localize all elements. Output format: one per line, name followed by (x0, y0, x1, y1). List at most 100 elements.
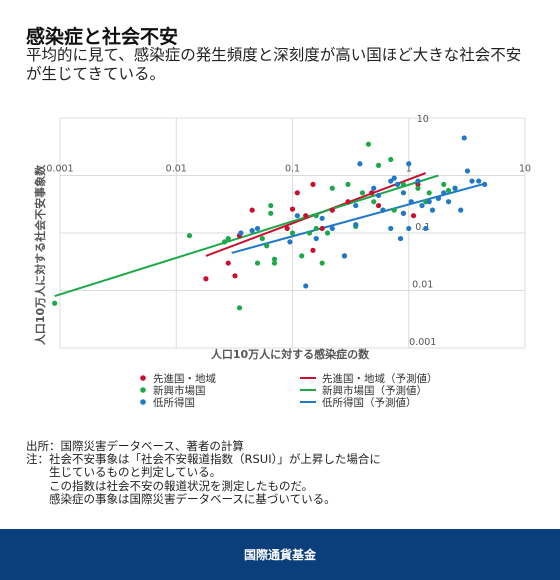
data-point-series-1 (329, 185, 335, 191)
data-point-series-0 (410, 213, 417, 219)
source-note: 出所：国際災害データベース、著者の計算 (26, 439, 244, 453)
data-point-series-1 (391, 207, 397, 213)
legend-marker-1 (140, 387, 146, 393)
data-point-series-2 (341, 253, 348, 259)
data-point-series-1 (268, 202, 274, 209)
data-point-series-1 (221, 239, 228, 245)
data-point-series-2 (353, 202, 359, 209)
data-point-series-2 (406, 225, 412, 232)
data-point-series-0 (225, 260, 231, 266)
data-point-series-2 (375, 192, 382, 199)
legend-trend-label-2: 低所得国（予測値） (322, 396, 417, 409)
data-point-series-1 (313, 213, 319, 219)
footer-bar: 国際通貨基金 (0, 529, 560, 580)
legend-marker-0 (140, 375, 146, 381)
data-point-series-0 (310, 247, 316, 253)
legend-trend-label-1: 新興市場国（予測値） (322, 384, 427, 397)
data-point-series-1 (441, 181, 447, 188)
data-point-series-1 (400, 181, 407, 188)
data-point-series-1 (365, 141, 372, 147)
tick-labels: 0.001 0.01 0.1 1 10 0.001 0.01 0.1 10 (46, 114, 531, 348)
data-point-series-1 (306, 230, 313, 236)
x-tick-label: 0.001 (46, 164, 73, 175)
data-point-series-0 (249, 207, 255, 213)
data-point-series-1 (445, 187, 452, 194)
data-point-series-2 (394, 181, 401, 188)
data-point-series-2 (294, 213, 300, 219)
data-point-series-1 (271, 260, 278, 266)
data-point-series-1 (271, 256, 278, 262)
data-point-series-2 (423, 225, 429, 232)
data-point-series-2 (371, 185, 377, 191)
data-point-series-2 (429, 207, 436, 213)
data-point-series-2 (388, 178, 394, 184)
data-point-series-1 (264, 243, 270, 249)
data-point-series-1 (52, 300, 58, 306)
x-tick-label: 1 (406, 164, 412, 175)
data-point-series-2 (254, 225, 261, 232)
data-point-series-2 (476, 178, 482, 184)
legend-label-2: 低所得国 (153, 396, 195, 409)
data-point-series-2 (303, 283, 309, 289)
data-point-series-2 (458, 207, 464, 213)
data-point-series-1 (415, 185, 421, 191)
data-point-series-2 (408, 199, 414, 205)
data-point-series-2 (452, 185, 458, 191)
data-point-series-1 (319, 260, 325, 266)
data-point-series-2 (441, 190, 447, 196)
data-point-series-2 (287, 239, 293, 245)
data-point-series-1 (388, 156, 394, 163)
legend-marker-2 (140, 399, 146, 405)
data-point-series-2 (249, 228, 255, 234)
data-point-series-1 (259, 235, 265, 242)
data-point-series-0 (310, 181, 316, 188)
data-point-series-1 (225, 235, 231, 242)
notes: 出所：国際災害データベース、著者の計算 注：社会不安事象は「社会不安報道指数（R… (26, 439, 381, 506)
data-point-series-2 (469, 178, 475, 184)
data-point-series-1 (313, 225, 319, 232)
data-point-series-2 (313, 235, 319, 242)
data-point-series-2 (482, 181, 488, 188)
data-point-series-0 (345, 199, 351, 205)
data-point-series-1 (426, 190, 432, 196)
y-tick-label: 0.001 (409, 337, 436, 348)
note-line-3: この指数は社会不安の報道状況を測定したものだ。 (26, 478, 314, 493)
data-points (52, 135, 488, 311)
data-point-series-1 (236, 305, 243, 311)
note-line-2: 生じているものと判定している。 (26, 465, 222, 480)
data-point-series-2 (415, 178, 421, 184)
data-point-series-2 (238, 230, 244, 236)
trendline-1 (54, 174, 439, 298)
data-point-series-0 (369, 190, 375, 196)
data-point-series-1 (359, 190, 366, 196)
chart-subtitle: 平均的に見て、感染症の発生頻度と深刻度が高い国ほど大きな社会不安が生じてきている… (26, 46, 522, 83)
data-point-series-2 (397, 235, 404, 242)
data-point-series-0 (375, 202, 382, 209)
note-line-1: 注：社会不安事象は「社会不安報道指数（RSUI）」が上昇した場合に (26, 452, 381, 467)
data-point-series-2 (445, 199, 452, 205)
data-point-series-2 (380, 207, 386, 213)
data-point-series-1 (186, 233, 193, 239)
y-tick-label: 0.01 (412, 280, 433, 291)
data-point-series-1 (254, 260, 261, 266)
data-point-series-0 (232, 273, 238, 279)
trendline-2 (231, 182, 485, 254)
chart-title: 感染症と社会不安 (26, 26, 179, 48)
data-point-series-0 (329, 207, 335, 213)
data-point-series-2 (419, 202, 425, 209)
data-point-series-2 (464, 168, 471, 174)
data-point-series-2 (353, 221, 359, 228)
legend-trend-label-0: 先進国・地域（予測値） (322, 372, 438, 385)
trendlines (54, 172, 485, 298)
data-point-series-2 (426, 199, 432, 205)
data-point-series-1 (268, 210, 274, 216)
data-point-series-2 (400, 210, 407, 216)
y-tick-label: 10 (417, 114, 429, 125)
data-point-series-2 (329, 225, 335, 232)
data-point-series-2 (400, 190, 407, 196)
y-axis-label: 人口10万人に対する社会不安事象数 (33, 164, 47, 345)
x-axis-label: 人口10万人に対する感染症の数 (211, 347, 370, 361)
legend-label-1: 新興市場国 (153, 384, 206, 397)
data-point-series-1 (299, 253, 305, 259)
